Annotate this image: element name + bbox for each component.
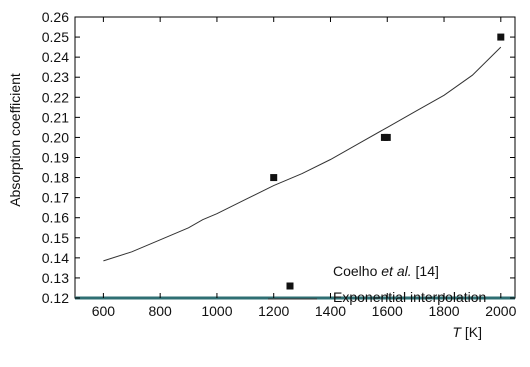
x-tick-label: 1000 — [201, 303, 232, 319]
y-tick-label: 0.23 — [42, 69, 69, 85]
data-point-coelho — [383, 133, 391, 141]
y-tick-label: 0.15 — [42, 230, 69, 246]
legend-marker-coelho — [286, 282, 294, 290]
legend-coelho-prefix: Coelho — [333, 263, 381, 279]
x-tick-label: 1600 — [372, 303, 403, 319]
plot-frame — [74, 16, 516, 299]
data-point-coelho — [270, 174, 278, 182]
legend-coelho-suffix: [14] — [412, 263, 439, 279]
x-tick-label: 2000 — [485, 303, 516, 319]
legend-label-coelho: Coelho et al. [14] — [333, 263, 439, 279]
x-tick-label: 1800 — [428, 303, 459, 319]
legend-label-interpolation: Exponential interpolation — [333, 289, 486, 305]
y-tick-label: 0.22 — [42, 89, 69, 105]
data-point-coelho — [497, 33, 505, 41]
y-tick-label: 0.21 — [42, 109, 69, 125]
series-line-interpolation — [103, 46, 502, 262]
x-axis-title: T [K] — [452, 324, 482, 340]
legend-coelho-italic: et al. — [381, 263, 411, 279]
y-axis-title: Absorption coefficient — [7, 73, 23, 207]
y-tick-label: 0.16 — [42, 210, 69, 226]
x-tick-label: 600 — [92, 303, 116, 319]
x-axis-unit: [K] — [461, 324, 482, 340]
y-tick-label: 0.26 — [42, 9, 69, 25]
y-tick-label: 0.14 — [42, 250, 69, 266]
y-tick-label: 0.25 — [42, 29, 69, 45]
y-tick-label: 0.20 — [42, 129, 69, 145]
x-ticks: 600 800 1000 1200 1400 1600 1800 2000 — [92, 17, 517, 319]
y-tick-label: 0.19 — [42, 150, 69, 166]
x-axis-symbol: T — [452, 324, 462, 340]
y-tick-label: 0.18 — [42, 170, 69, 186]
y-tick-label: 0.24 — [42, 49, 69, 65]
y-tick-label: 0.13 — [42, 270, 69, 286]
x-tick-label: 1400 — [315, 303, 346, 319]
legend: Coelho et al. [14] Exponential interpola… — [268, 263, 486, 305]
y-tick-label: 0.12 — [42, 290, 69, 306]
x-tick-label: 1200 — [258, 303, 289, 319]
y-tick-label: 0.17 — [42, 190, 69, 206]
series-layer — [103, 33, 505, 262]
y-ticks: 0.12 0.13 0.14 0.15 0.16 0.17 0.18 0.19 0.20 0.21… — [42, 9, 515, 306]
x-tick-label: 800 — [148, 303, 172, 319]
